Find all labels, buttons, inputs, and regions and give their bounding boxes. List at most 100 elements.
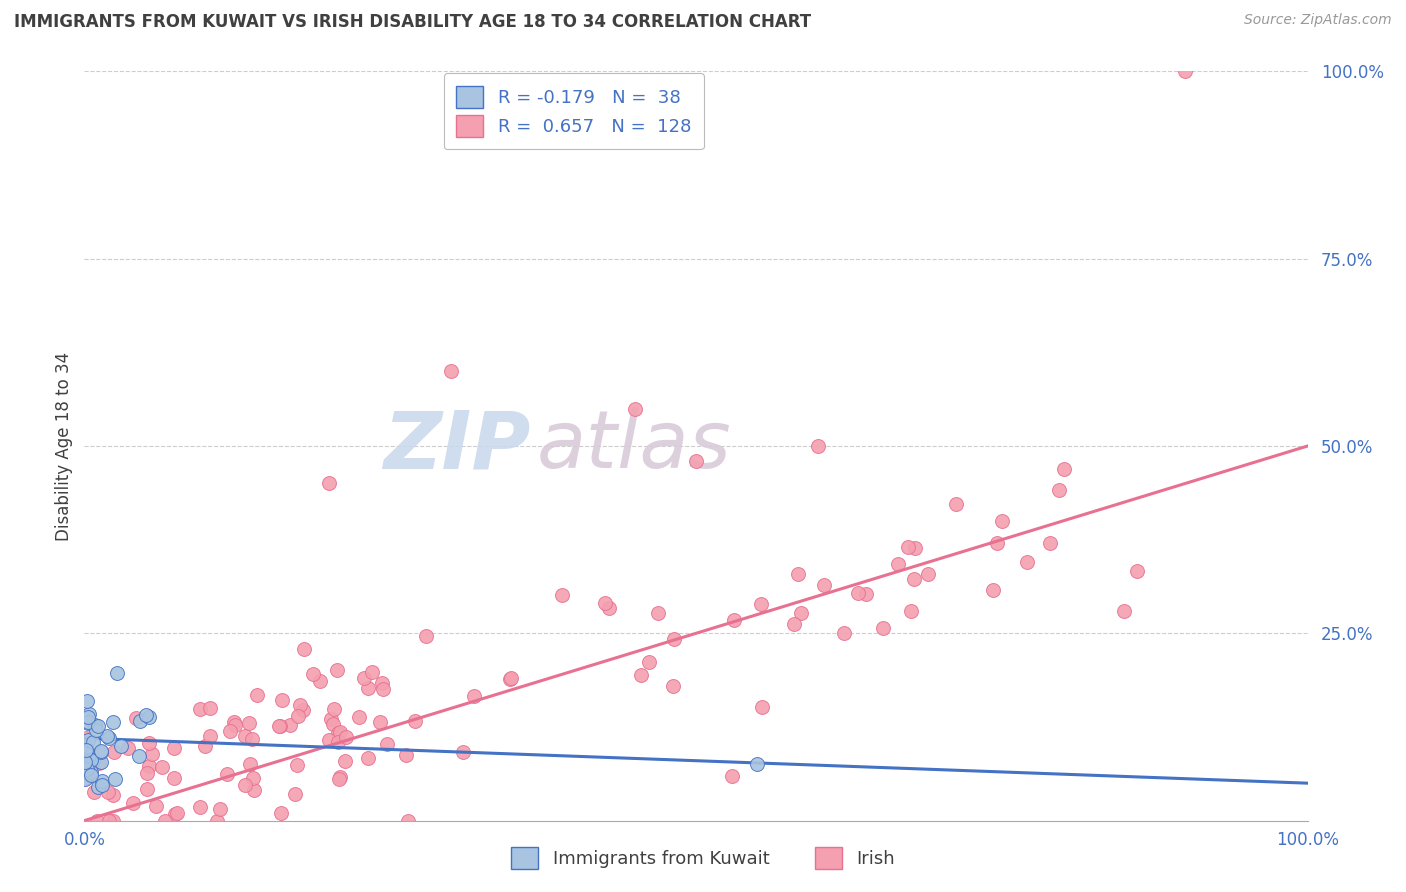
Point	[981, 582, 1004, 597]
Point	[287, 709, 309, 723]
Point	[347, 710, 370, 724]
Point	[165, 806, 187, 821]
Text: IMMIGRANTS FROM KUWAIT VS IRISH DISABILITY AGE 18 TO 34 CORRELATION CHART: IMMIGRANTS FROM KUWAIT VS IRISH DISABILI…	[14, 13, 811, 31]
Point	[153, 814, 176, 828]
Point	[463, 689, 485, 703]
Point	[396, 814, 419, 828]
Point	[135, 781, 157, 796]
Legend: R = -0.179   N =  38, R =  0.657   N =  128: R = -0.179 N = 38, R = 0.657 N = 128	[443, 73, 704, 150]
Point	[76, 765, 98, 780]
Point	[1052, 461, 1074, 475]
Point	[76, 710, 98, 724]
Text: Source: ZipAtlas.com: Source: ZipAtlas.com	[1244, 13, 1392, 28]
Point	[285, 758, 308, 772]
Point	[749, 597, 772, 611]
Point	[747, 757, 769, 772]
Point	[787, 566, 810, 581]
Point	[269, 719, 291, 733]
Point	[75, 731, 97, 745]
Point	[326, 664, 349, 678]
Point	[80, 765, 103, 780]
Point	[75, 772, 97, 786]
Point	[75, 753, 97, 767]
Point	[87, 780, 110, 795]
Point	[789, 606, 811, 620]
Point	[624, 401, 647, 416]
Point	[723, 613, 745, 627]
Point	[846, 585, 869, 599]
Point	[77, 733, 100, 747]
Point	[321, 712, 343, 726]
Point	[326, 726, 349, 740]
Point	[903, 572, 925, 586]
Point	[308, 673, 330, 688]
Point	[136, 766, 159, 780]
Point	[83, 785, 105, 799]
Point	[76, 743, 98, 757]
Point	[270, 693, 292, 707]
Point	[301, 666, 323, 681]
Point	[103, 745, 125, 759]
Point	[404, 714, 426, 728]
Point	[886, 558, 908, 572]
Point	[90, 744, 112, 758]
Point	[86, 814, 108, 828]
Point	[917, 567, 939, 582]
Text: ZIP: ZIP	[384, 407, 531, 485]
Point	[288, 698, 311, 712]
Point	[76, 762, 98, 776]
Point	[163, 771, 186, 785]
Point	[292, 702, 315, 716]
Point	[751, 699, 773, 714]
Point	[499, 672, 522, 686]
Point	[783, 617, 806, 632]
Point	[124, 711, 146, 725]
Point	[329, 725, 352, 739]
Point	[80, 768, 103, 782]
Point	[353, 671, 375, 685]
Point	[188, 701, 211, 715]
Point	[105, 665, 128, 680]
Point	[551, 588, 574, 602]
Point	[82, 735, 104, 749]
Point	[1174, 64, 1197, 78]
Point	[637, 655, 659, 669]
Point	[415, 629, 437, 643]
Point	[333, 754, 356, 768]
Point	[101, 715, 124, 730]
Point	[872, 621, 894, 635]
Point	[1047, 483, 1070, 497]
Point	[97, 731, 120, 745]
Point	[335, 730, 357, 744]
Point	[97, 784, 120, 798]
Point	[357, 751, 380, 765]
Point	[200, 701, 222, 715]
Point	[222, 714, 245, 729]
Point	[278, 718, 301, 732]
Point	[96, 729, 118, 743]
Point	[104, 772, 127, 787]
Point	[233, 729, 256, 743]
Point	[205, 814, 228, 828]
Point	[135, 707, 157, 722]
Point	[270, 806, 292, 821]
Point	[329, 770, 352, 784]
Point	[240, 732, 263, 747]
Point	[1126, 565, 1149, 579]
Point	[86, 719, 108, 733]
Point	[87, 756, 110, 771]
Point	[75, 755, 97, 769]
Point	[647, 606, 669, 620]
Point	[440, 364, 463, 378]
Point	[219, 724, 242, 739]
Point	[991, 514, 1014, 528]
Point	[163, 741, 186, 756]
Point	[128, 749, 150, 764]
Point	[101, 788, 124, 802]
Point	[357, 681, 380, 696]
Point	[360, 665, 382, 680]
Point	[318, 476, 340, 491]
Point	[1015, 555, 1038, 569]
Point	[242, 771, 264, 785]
Point	[685, 454, 707, 468]
